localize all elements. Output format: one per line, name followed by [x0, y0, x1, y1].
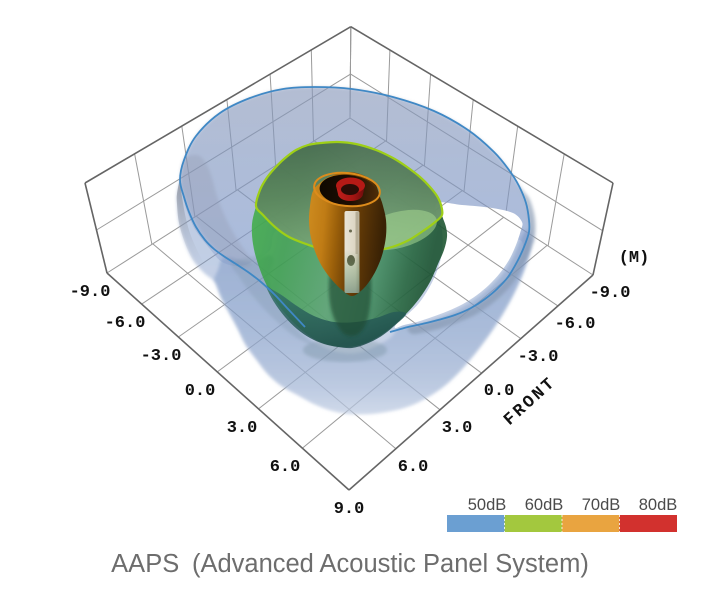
svg-text:AAPS (Advanced Acoustic Panel: AAPS (Advanced Acoustic Panel System): [111, 550, 589, 578]
svg-text:-6.0: -6.0: [105, 314, 146, 333]
svg-text:0.0: 0.0: [185, 382, 216, 401]
svg-text:50dB: 50dB: [468, 496, 507, 514]
svg-text:3.0: 3.0: [442, 419, 473, 438]
svg-text:-3.0: -3.0: [141, 347, 182, 366]
svg-text:70dB: 70dB: [582, 496, 621, 514]
svg-text:(M): (M): [619, 249, 650, 268]
svg-text:80dB: 80dB: [639, 496, 678, 514]
svg-text:-6.0: -6.0: [555, 315, 596, 334]
svg-text:9.0: 9.0: [334, 500, 365, 519]
svg-text:60dB: 60dB: [525, 496, 564, 514]
svg-text:6.0: 6.0: [398, 458, 429, 477]
svg-text:-9.0: -9.0: [590, 284, 631, 303]
svg-text:6.0: 6.0: [270, 458, 301, 477]
svg-text:-9.0: -9.0: [70, 283, 111, 302]
svg-text:0.0: 0.0: [484, 382, 515, 401]
svg-text:3.0: 3.0: [227, 419, 258, 438]
svg-text:-3.0: -3.0: [518, 348, 559, 367]
